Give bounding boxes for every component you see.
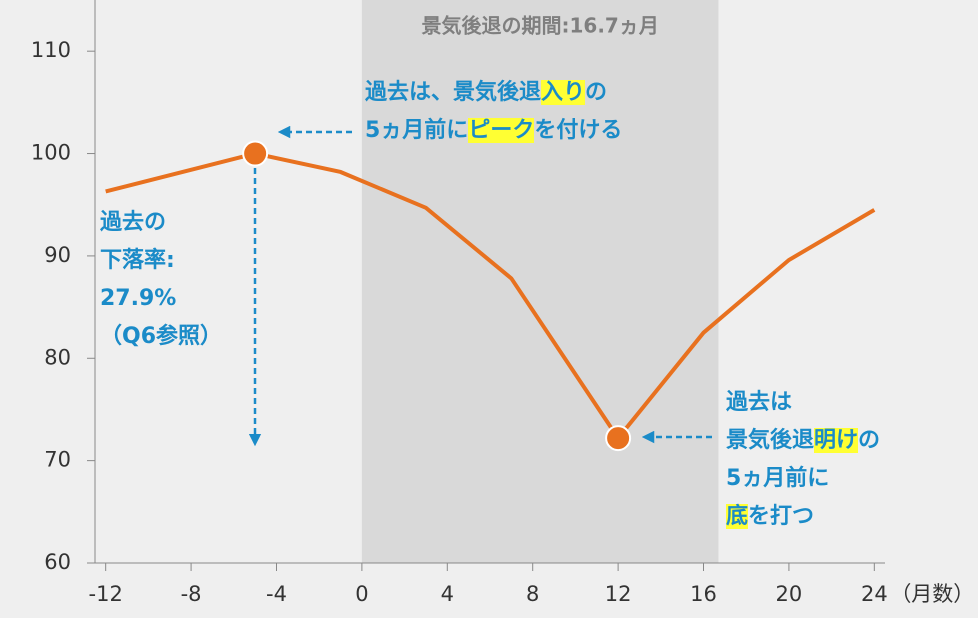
y-tick-label: 110 — [31, 38, 71, 62]
annotation-line: 過去は、景気後退入りの — [365, 80, 622, 120]
x-tick-label: -8 — [181, 582, 202, 606]
annotation-line: 景気後退明けの — [726, 428, 881, 468]
x-tick-label: 4 — [441, 582, 454, 606]
annotation-text: 過去は、景気後退 — [365, 80, 542, 105]
annotation-text: 27.9% — [100, 286, 177, 311]
annotation-text: を付ける — [534, 118, 623, 143]
annotation-line: 27.9% — [100, 288, 222, 326]
x-tick-label: 0 — [355, 582, 368, 606]
annotation-line: 過去は — [726, 392, 880, 430]
annotation-line: 下落率: — [100, 250, 222, 288]
annotation-text: 景気後退 — [726, 428, 815, 453]
recession-band — [361, 0, 719, 563]
annotation: 過去の下落率: 27.9% （Q6参照） — [100, 212, 222, 364]
annotation-text: 過去の — [100, 210, 167, 235]
annotation-line: （Q6参照） — [100, 326, 222, 364]
annotation: 過去は 景気後退明けの 5ヵ月前に 底を打つ — [726, 392, 880, 544]
annotation-text: 5ヵ月前に — [365, 118, 469, 143]
annotation-text: を打つ — [748, 504, 815, 529]
x-tick-label: 8 — [526, 582, 539, 606]
x-tick-label: 20 — [776, 582, 803, 606]
annotation-line: 過去の — [100, 212, 222, 250]
x-tick-label: -12 — [89, 582, 123, 606]
x-tick-label: 16 — [690, 582, 717, 606]
annotation-text: 下落率: — [100, 248, 175, 273]
recession-label: 景気後退の期間:16.7ヵ月 — [422, 14, 659, 38]
annotation-text: の — [585, 80, 608, 105]
data-line — [105, 151, 876, 442]
annotation: 過去は、景気後退入りの 5ヵ月前にピークを付ける — [365, 80, 623, 158]
annotation-text: 過去は — [726, 390, 793, 415]
point-marker — [242, 140, 269, 167]
x-axis-label: （月数） — [890, 582, 974, 606]
y-tick-label: 60 — [44, 550, 71, 574]
y-tick-label: 70 — [44, 448, 71, 472]
y-tick-label: 90 — [44, 243, 71, 267]
annotation-line: 5ヵ月前にピークを付ける — [365, 118, 623, 158]
annotation-line: 5ヵ月前に — [726, 468, 880, 506]
annotation-text: ピーク — [468, 118, 535, 143]
y-tick-label: 100 — [31, 141, 71, 165]
annotation-text: 明け — [814, 428, 859, 453]
annotation-text: の — [858, 428, 881, 453]
point-marker — [605, 425, 632, 452]
annotation-text: 入り — [541, 80, 586, 105]
annotation-text: （Q6参照） — [100, 324, 223, 349]
annotation-text: 5ヵ月前に — [726, 466, 830, 491]
annotation-line: 底を打つ — [726, 504, 880, 544]
x-tick-label: 12 — [605, 582, 632, 606]
x-tick-label: -4 — [266, 582, 287, 606]
x-tick-label: 24 — [861, 582, 888, 606]
y-tick-label: 80 — [44, 345, 71, 369]
annotation-text: 底 — [726, 504, 749, 529]
